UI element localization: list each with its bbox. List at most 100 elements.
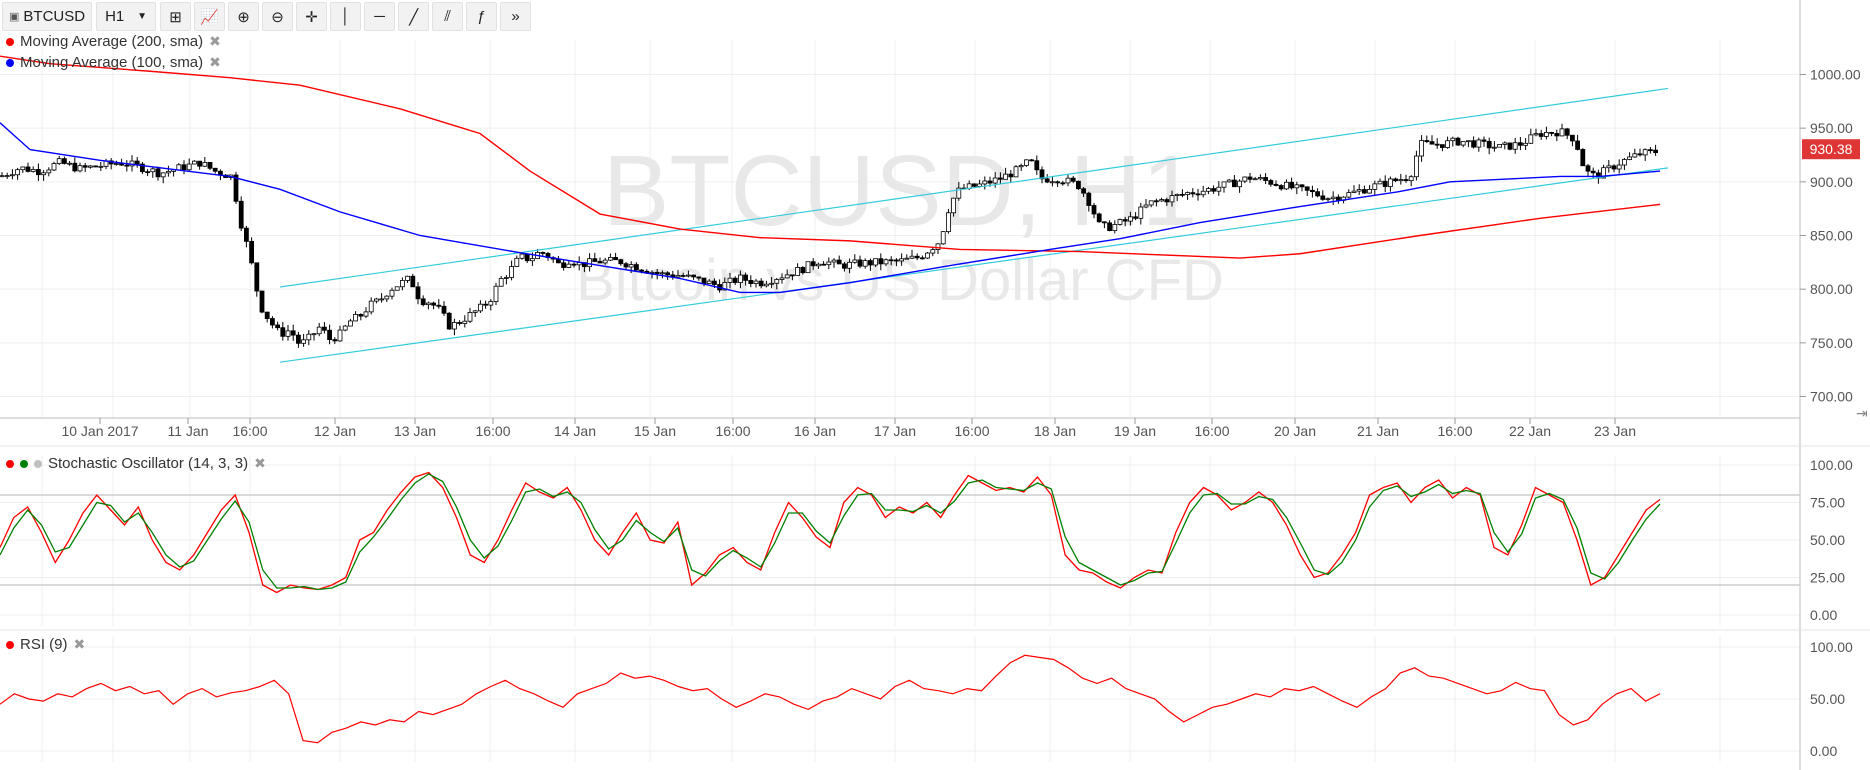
candle-body (134, 160, 140, 165)
candle-body (665, 272, 670, 276)
zoom-in-button[interactable]: ⊕ (228, 2, 260, 31)
candle-body (337, 329, 343, 342)
candle (1258, 174, 1263, 181)
candle-body (467, 312, 473, 322)
x-tick-label: 13 Jan (394, 423, 436, 439)
x-tick-label: 16:00 (232, 423, 267, 439)
candle-body (868, 260, 873, 266)
candle-body (373, 298, 379, 302)
candle-body (680, 275, 686, 277)
candle (379, 293, 385, 303)
candle-body (732, 277, 738, 283)
candle (894, 258, 899, 267)
symbol-search-icon: ▣ (9, 11, 20, 23)
candle-body (1237, 180, 1242, 188)
candle-body (790, 274, 795, 277)
candle-body (1039, 169, 1045, 180)
candle (1362, 185, 1367, 194)
candle-body (1590, 170, 1596, 174)
candle (847, 258, 852, 274)
candle (930, 247, 936, 257)
candle (462, 315, 468, 328)
candle-body (1232, 179, 1237, 188)
candle (1169, 190, 1175, 207)
interval-selector[interactable]: H1 ▼ (96, 2, 157, 31)
candle (618, 258, 624, 266)
candle-body (233, 174, 239, 202)
candle (405, 275, 411, 284)
candle (816, 262, 821, 269)
fibonacci-button[interactable]: ƒ (466, 2, 498, 31)
candle (1377, 178, 1383, 185)
x-tick-label: 14 Jan (554, 423, 596, 439)
candle-body (909, 255, 915, 259)
candle-body (706, 280, 712, 284)
candle (410, 273, 416, 288)
candle (1263, 173, 1268, 185)
candle (946, 208, 951, 234)
candle-body (1533, 133, 1539, 136)
candle (972, 183, 977, 188)
scroll-right-icon[interactable]: ⇥ (1856, 405, 1868, 421)
candle-body (1112, 224, 1118, 232)
stoch-remove-icon[interactable]: ✖ (254, 455, 266, 471)
candle (446, 311, 452, 330)
candle-body (1507, 142, 1513, 150)
stoch-y-tick-label: 75.00 (1810, 495, 1845, 511)
candle-body (1310, 189, 1315, 193)
candle (41, 169, 46, 181)
horizontal-line-button[interactable]: ─ (364, 2, 396, 31)
crosshair-button[interactable]: ✛ (296, 2, 328, 31)
pitchfork-button[interactable]: ⫽ (432, 2, 464, 31)
ma100-remove-icon[interactable]: ✖ (209, 54, 221, 70)
candle-body (1315, 191, 1320, 197)
candle (1148, 200, 1154, 208)
candle (1128, 211, 1133, 226)
candle (269, 316, 275, 329)
candle (1367, 184, 1372, 194)
candle (1538, 129, 1544, 140)
candle-body (1330, 196, 1336, 200)
candle-body (795, 267, 800, 276)
candle-body (51, 163, 57, 171)
compare-button[interactable]: ⊞ (160, 2, 192, 31)
candle (675, 269, 681, 278)
zoom-out-button[interactable]: ⊖ (262, 2, 294, 31)
candle (1575, 134, 1580, 151)
candle-body (509, 266, 515, 278)
candle (1081, 187, 1086, 197)
candle-body (1190, 192, 1196, 195)
candle-body (457, 322, 463, 324)
candle (1393, 177, 1398, 183)
ma200-remove-icon[interactable]: ✖ (209, 33, 221, 49)
candle-body (1351, 190, 1357, 193)
candle (868, 258, 873, 271)
candle (311, 333, 317, 341)
candle-body (1117, 219, 1123, 225)
candle (420, 295, 426, 307)
candle (1648, 147, 1653, 154)
candle-body (1419, 140, 1424, 157)
candle (1637, 148, 1643, 157)
symbol-selector[interactable]: ▣ BTCUSD (2, 2, 93, 31)
candle-body (1398, 179, 1404, 182)
more-tools-button[interactable]: » (500, 2, 532, 31)
candle-body (1476, 139, 1482, 148)
candle (602, 257, 608, 265)
vertical-line-button[interactable]: │ (330, 2, 362, 31)
candle-body (243, 227, 249, 242)
candle (1060, 180, 1066, 186)
candle-body (1466, 140, 1471, 143)
rsi-remove-icon[interactable]: ✖ (73, 636, 86, 652)
candle-body (207, 162, 213, 169)
candle (1518, 137, 1523, 151)
trend-line-button[interactable]: ╱ (398, 2, 430, 31)
candle (982, 176, 988, 190)
candle-body (1512, 142, 1518, 150)
candle-body (176, 164, 182, 171)
candle (1471, 136, 1476, 149)
indicators-button[interactable]: 📈 (194, 2, 226, 31)
candle-body (259, 290, 265, 313)
candle (597, 257, 603, 264)
